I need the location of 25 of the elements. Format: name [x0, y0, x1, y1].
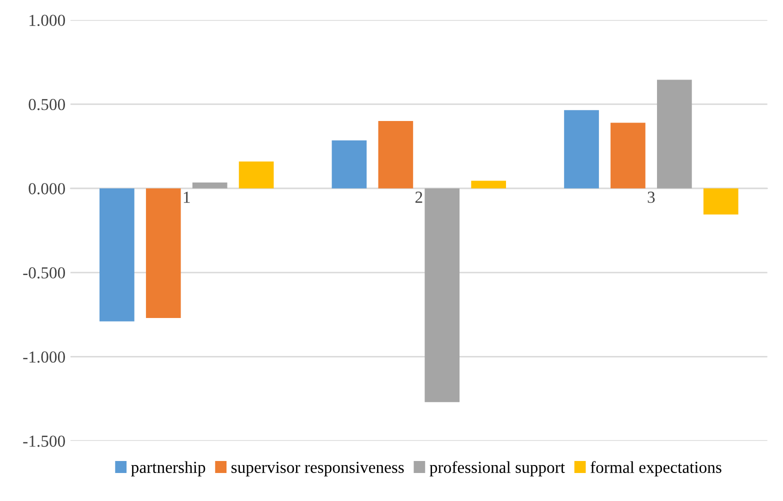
bar: [610, 122, 646, 188]
bar: [146, 188, 181, 318]
bar: [471, 180, 506, 188]
bar: [703, 188, 738, 214]
bar: [657, 80, 692, 188]
bar: [100, 188, 134, 322]
bar: [192, 182, 228, 188]
bar: [564, 110, 599, 188]
y-tick-label: 0.000: [28, 183, 65, 194]
y-tick-label: -1.000: [23, 351, 65, 363]
y-tick-label: -1.500: [23, 436, 65, 447]
legend-label: professional support: [430, 461, 565, 476]
bar: [378, 121, 414, 188]
x-tick-label: 2: [415, 192, 422, 203]
legend-label: formal expectations: [590, 461, 722, 476]
x-tick-label: 1: [184, 192, 190, 203]
y-tick-label: 1.000: [30, 14, 65, 26]
y-tick-label: -0.500: [23, 267, 65, 279]
legend-label: supervisor responsiveness: [232, 462, 404, 476]
bar: [238, 161, 274, 188]
bar: [424, 188, 460, 402]
legend-label: partnership: [131, 461, 206, 476]
y-tick-label: 0.500: [28, 98, 65, 110]
bar: [332, 140, 367, 188]
x-tick-label: 3: [648, 192, 655, 203]
